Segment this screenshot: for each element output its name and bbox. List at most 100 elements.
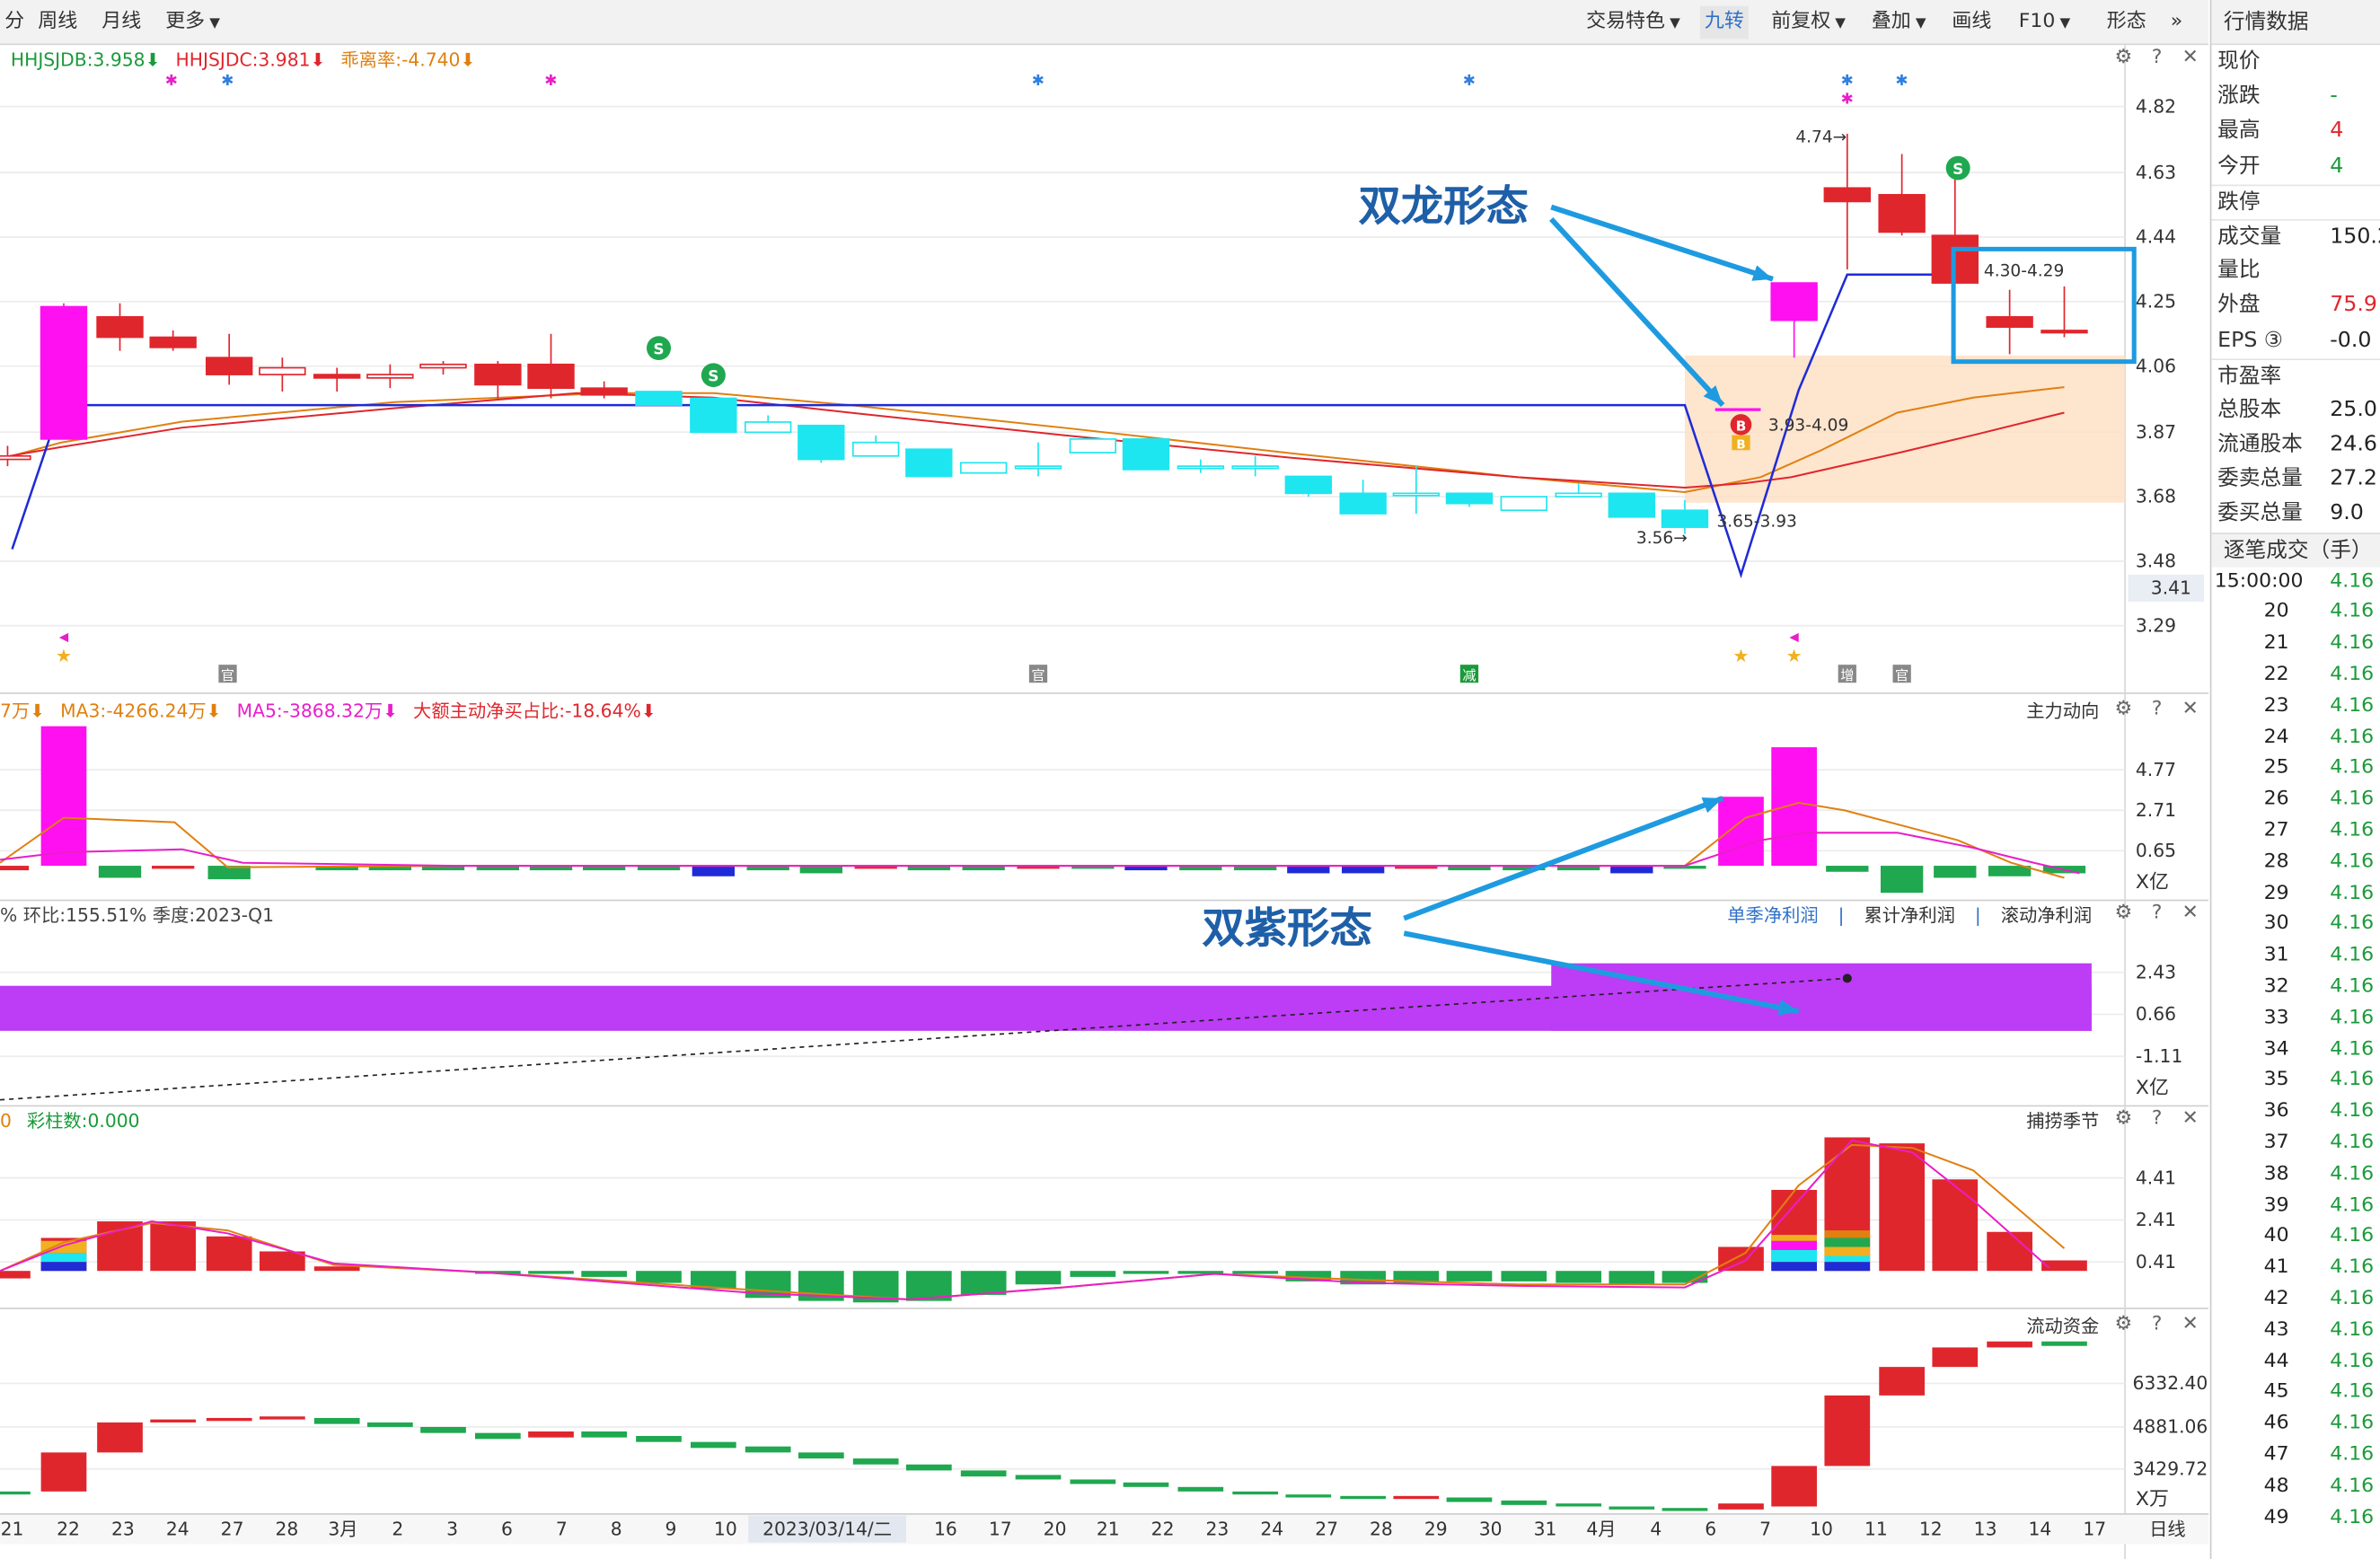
- trade-price: 4.16: [2330, 569, 2375, 593]
- trade-time: 43: [2263, 1318, 2289, 1342]
- season-bar-27: [1556, 1271, 1602, 1283]
- quote-label: 流通股本: [2217, 432, 2303, 457]
- trade-row: 22 4.16: [2211, 660, 2380, 691]
- caret-down-icon: ▼: [1670, 16, 1680, 32]
- caret-down-icon: ▼: [2059, 16, 2071, 32]
- trade-time: 15:00:00: [2214, 569, 2304, 593]
- top-marker-2: ✱: [544, 71, 557, 89]
- toolbar-right-button-5[interactable]: F10 ▼: [2014, 6, 2076, 40]
- quote-label: 跌停: [2217, 189, 2261, 215]
- trade-price: 4.16: [2330, 1131, 2375, 1154]
- toolbar-right-button-6[interactable]: 形态: [2102, 6, 2151, 40]
- season-bar-20: [1177, 1271, 1224, 1274]
- trade-row: 48 4.16: [2211, 1472, 2380, 1503]
- flow-bar-9: [582, 866, 626, 871]
- trade-price: 4.16: [2330, 1193, 2375, 1217]
- help-icon[interactable]: ?: [2151, 902, 2163, 925]
- close-icon[interactable]: ✕: [2182, 1107, 2199, 1131]
- flow-bar-23: [1342, 866, 1385, 874]
- date-label-23: 28: [1370, 1518, 1393, 1539]
- toolbar-right-button-2[interactable]: 前复权 ▼: [1767, 6, 1850, 40]
- candle-body: [580, 387, 628, 396]
- gear-icon[interactable]: ⚙: [2114, 1107, 2133, 1131]
- date-label-35: 14: [2029, 1518, 2052, 1539]
- season-bar-33: [1879, 1143, 1925, 1272]
- capital-bar-10: [528, 1431, 574, 1438]
- box-label-1: 3.65-3.93: [1716, 513, 1796, 532]
- season-stack-2-4: [1824, 1230, 1871, 1238]
- date-label-28: 4: [1650, 1518, 1662, 1539]
- trade-time: 22: [2263, 663, 2289, 686]
- b-marker-sub-label: B: [1736, 439, 1745, 453]
- flow-bar-25: [1448, 866, 1491, 871]
- season-stack-0-0: [40, 1262, 87, 1272]
- close-icon[interactable]: ✕: [2182, 46, 2199, 69]
- quote-value: 4: [2330, 119, 2344, 144]
- season-stack-2-2: [1824, 1246, 1871, 1256]
- toolbar-button-label: F10: [2018, 10, 2056, 33]
- candle-body: [419, 363, 467, 369]
- flow-title: 主力动向: [2026, 700, 2100, 722]
- trade-time: 31: [2263, 944, 2289, 967]
- season-bar-9: [581, 1271, 627, 1277]
- help-icon[interactable]: ?: [2151, 697, 2163, 721]
- b-marker-sub: [1732, 435, 1750, 451]
- season-bar-2: [97, 1221, 143, 1272]
- toolbar-left-button-2[interactable]: 月线: [97, 6, 145, 40]
- season-bar-6: [313, 1266, 360, 1272]
- trade-time: 33: [2263, 1006, 2289, 1029]
- date-label-20: 23: [1206, 1518, 1230, 1539]
- trade-row: 46 4.16: [2211, 1409, 2380, 1440]
- toolbar-right-button-7[interactable]: »: [2166, 6, 2188, 40]
- flow-tick-label: 2.71: [2136, 799, 2176, 821]
- flow-bar-18: [1071, 866, 1115, 869]
- close-icon[interactable]: ✕: [2182, 902, 2199, 925]
- flow-bar-1: [98, 866, 142, 878]
- profit-tab-4[interactable]: 滚动净利润: [2000, 904, 2093, 926]
- gear-icon[interactable]: ⚙: [2114, 902, 2133, 925]
- help-icon[interactable]: ?: [2151, 1107, 2163, 1131]
- quote-row: EPS ③ -0.0: [2211, 323, 2380, 358]
- close-icon[interactable]: ✕: [2182, 1312, 2199, 1336]
- help-icon[interactable]: ?: [2151, 1312, 2163, 1336]
- trade-time: 46: [2263, 1412, 2289, 1435]
- toolbar-right-button-0[interactable]: 交易特色 ▼: [1582, 6, 1685, 40]
- flow-bar-3: [207, 866, 251, 880]
- toolbar-left-button-3[interactable]: 更多 ▼: [161, 6, 225, 40]
- date-label-15: 16: [934, 1518, 957, 1539]
- trade-row: 26 4.16: [2211, 785, 2380, 816]
- trade-price: 4.16: [2330, 1287, 2375, 1310]
- flow-bar-16: [962, 866, 1005, 871]
- current-price-label: 3.41: [2151, 577, 2191, 599]
- toolbar-right-button-1[interactable]: 九转: [1699, 5, 1749, 40]
- help-icon[interactable]: ?: [2151, 46, 2163, 69]
- capital-bar-1: [40, 1452, 87, 1492]
- toolbar-right-button-4[interactable]: 画线: [1947, 6, 1996, 40]
- date-label-24: 29: [1424, 1518, 1448, 1539]
- flow-ma5-line: [0, 832, 2080, 875]
- trades-title: 逐笔成交（手）: [2211, 532, 2380, 567]
- profit-tab-2[interactable]: 累计净利润: [1864, 904, 1955, 926]
- caret-down-icon: ▼: [1835, 16, 1846, 32]
- toolbar-left-button-1[interactable]: 周线: [33, 6, 82, 40]
- close-icon[interactable]: ✕: [2182, 697, 2199, 721]
- profit-tab-0[interactable]: 单季净利润: [1727, 904, 1819, 926]
- capital-bar-2: [97, 1422, 143, 1453]
- main-legend: HHJSJDB:3.958⬇ HHJSJDC:3.981⬇ 乖离率:-4.740⬇: [11, 47, 491, 72]
- flow-bar-big-0: [40, 726, 87, 867]
- gear-icon[interactable]: ⚙: [2114, 697, 2133, 721]
- flow-bar-21: [1234, 866, 1277, 871]
- season-bar-16: [960, 1271, 1007, 1295]
- trade-row: 29 4.16: [2211, 878, 2380, 910]
- toolbar-left-button-0[interactable]: 分: [0, 6, 29, 40]
- panel-controls-2: ⚙? ✕: [2107, 902, 2208, 924]
- gear-icon[interactable]: ⚙: [2114, 1312, 2133, 1336]
- season-bar-21: [1232, 1271, 1279, 1274]
- season-tick-label: 4.41: [2136, 1167, 2176, 1188]
- gear-icon[interactable]: ⚙: [2114, 46, 2133, 69]
- toolbar-right-button-3[interactable]: 叠加 ▼: [1867, 6, 1931, 40]
- candle-body: [366, 374, 414, 379]
- legend-item: MA5:-3868.32万⬇: [236, 700, 399, 722]
- trade-row: 39 4.16: [2211, 1191, 2380, 1222]
- quote-label: 现价: [2217, 49, 2261, 74]
